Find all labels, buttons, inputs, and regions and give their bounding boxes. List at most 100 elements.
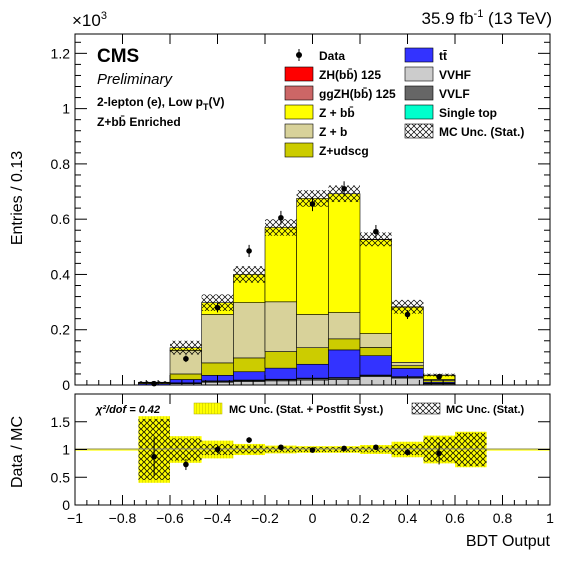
legend-label-ttbar: tt̄ xyxy=(439,49,447,63)
mc-unc-hatch-4 xyxy=(265,219,297,236)
bar-ttbar-3 xyxy=(233,371,266,381)
lower-ytick-label-3: 1.5 xyxy=(51,414,71,430)
lower-xtick-label-0: −1 xyxy=(67,510,83,526)
bar-zbb-4 xyxy=(264,227,297,303)
bar-vvhf-6 xyxy=(328,379,361,386)
channel-label: 2-lepton (e), Low pT(V) xyxy=(97,95,225,112)
bar-zudscg-2 xyxy=(201,362,234,376)
legend-label-zbb: Z + bb̄ xyxy=(319,106,355,120)
bar-zudscg-6 xyxy=(328,338,361,351)
bar-vvhf-4 xyxy=(264,380,297,386)
bar-zb-6 xyxy=(328,312,361,340)
legend-swatch-zudscg xyxy=(284,142,314,158)
bar-zudscg-3 xyxy=(233,357,266,373)
data-point-9 xyxy=(436,373,442,380)
lower-ytick-label-0: 0 xyxy=(62,497,70,513)
bar-zbb-5 xyxy=(296,198,329,315)
legend-data-marker xyxy=(296,52,302,58)
ratio-point-0 xyxy=(151,453,157,460)
bar-zudscg-8 xyxy=(391,365,424,369)
legend-label-zudscg: Z+udscg xyxy=(319,144,369,158)
data-point-6 xyxy=(341,185,347,192)
bar-zbb-6 xyxy=(328,193,361,313)
bar-zb-4 xyxy=(264,301,297,352)
legend-swatch-zb xyxy=(284,123,314,139)
bar-zbb-7 xyxy=(359,239,392,334)
mc-unc-hatch-8 xyxy=(391,299,424,314)
upper-ytick-label-2: 0.4 xyxy=(51,266,71,282)
upper-axis-ticks: 0 0.2 0.4 0.6 0.8 1 1.2 xyxy=(51,34,551,393)
ratio-band-swatch xyxy=(193,402,223,415)
legend-swatch-ggzh xyxy=(284,85,314,101)
ratio-band-label: MC Unc. (Stat. + Postfit Syst.) xyxy=(229,404,384,416)
data-point-0 xyxy=(151,380,157,387)
legend-swatch-ttbar xyxy=(404,47,434,63)
ratio-point-9 xyxy=(436,450,442,457)
upper-ylabel: Entries / 0.13 xyxy=(9,151,26,245)
bar-zudscg-4 xyxy=(264,351,297,369)
preliminary-label: Preliminary xyxy=(97,71,174,88)
bar-vvhf-7 xyxy=(359,376,392,386)
bar-zudscg-1 xyxy=(169,373,202,380)
legend-label-zh: ZH(bb̄) 125 xyxy=(319,68,381,82)
lower-ytick-label-2: 1 xyxy=(62,442,70,458)
bar-ttbar-7 xyxy=(359,355,392,376)
lower-xtick-label-10: 1 xyxy=(546,510,554,526)
legend-swatch-unc xyxy=(404,123,434,139)
data-point-2 xyxy=(214,304,221,311)
ratio-point-5 xyxy=(309,447,316,453)
data-point-8 xyxy=(404,311,411,318)
legend-label-unc: MC Unc. (Stat.) xyxy=(439,125,524,139)
mc-unc-hatch-3 xyxy=(233,266,265,283)
lower-xtick-label-9: 0.8 xyxy=(493,510,513,526)
legend-swatch-zh xyxy=(284,66,314,82)
lower-xtick-label-3: −0.4 xyxy=(204,510,232,526)
bar-zb-5 xyxy=(296,314,329,348)
legend: Data tt̄ ZH(bb̄) 125 VVHF ggZH(bb̄) 125 VVLF Z… xyxy=(284,47,524,158)
data-point-1 xyxy=(183,355,189,362)
legend-swatch-vvhf xyxy=(404,66,434,82)
data-point-5 xyxy=(309,201,316,207)
legend-swatch-vvlf xyxy=(404,85,434,101)
lower-ytick-label-1: 0.5 xyxy=(51,469,71,485)
legend-label-data: Data xyxy=(319,49,345,63)
lower-xtick-label-5: 0 xyxy=(309,510,317,526)
upper-ytick-label-0: 0 xyxy=(62,377,70,393)
legend-swatch-singletop xyxy=(404,104,434,120)
bar-zudscg-7 xyxy=(359,347,392,357)
legend-label-vvhf: VVHF xyxy=(439,68,471,82)
bar-zb-2 xyxy=(201,314,234,364)
ratio-legend: χ²/dof = 0.42 MC Unc. (Stat. + Postfit S… xyxy=(95,402,525,416)
mc-unc-hatch-2 xyxy=(201,294,234,311)
bar-ttbar-6 xyxy=(328,349,361,378)
ratio-point-7 xyxy=(373,444,379,451)
lower-xtick-label-8: 0.6 xyxy=(445,510,465,526)
upper-ytick-label-5: 1 xyxy=(62,101,70,117)
exponent-label: ×103 xyxy=(72,10,107,30)
chi2-label: χ²/dof = 0.42 xyxy=(95,404,160,416)
legend-swatch-zbb xyxy=(284,104,314,120)
mc-stat-uncertainty xyxy=(138,185,455,384)
lower-axis-ticks: −1 −0.8 −0.6 −0.4 −0.2 0 0.2 0.4 0.6 0.8 1 0 0.5 1 1.5 xyxy=(51,394,554,526)
ratio-point-3 xyxy=(246,437,252,443)
lower-xtick-label-4: −0.2 xyxy=(251,510,279,526)
upper-ytick-label-1: 0.2 xyxy=(51,322,71,338)
mc-unc-hatch-1 xyxy=(170,340,202,355)
upper-ytick-label-3: 0.6 xyxy=(51,211,71,227)
ratio-point-8 xyxy=(404,449,411,456)
region-label: Z+bb̄ Enriched xyxy=(97,115,181,129)
bar-zb-3 xyxy=(233,302,266,359)
lower-xtick-label-7: 0.4 xyxy=(398,510,418,526)
lumi-label: 35.9 fb-1 (13 TeV) xyxy=(422,8,552,28)
bar-zb-8 xyxy=(391,362,424,366)
bar-zb-7 xyxy=(359,333,392,348)
data-point-7 xyxy=(373,228,379,235)
data-point-4 xyxy=(278,214,284,221)
ratio-hatch-swatch xyxy=(411,402,441,415)
bar-ttbar-4 xyxy=(264,367,297,380)
ratio-hatch-label: MC Unc. (Stat.) xyxy=(446,404,525,416)
upper-ytick-label-6: 1.2 xyxy=(51,45,71,61)
ratio-point-2 xyxy=(214,446,221,453)
lower-xtick-label-1: −0.8 xyxy=(109,510,137,526)
